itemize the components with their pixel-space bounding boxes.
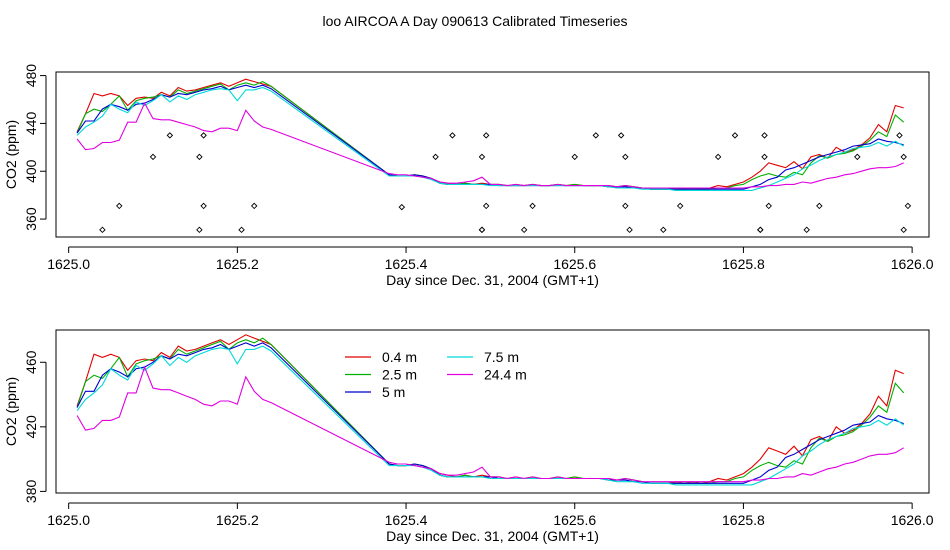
data-point-marker <box>478 226 486 234</box>
data-point-marker <box>478 226 486 234</box>
data-point-marker <box>149 153 157 161</box>
data-point-marker <box>482 202 490 210</box>
data-point-marker <box>896 132 903 139</box>
data-point-marker <box>626 226 633 234</box>
data-point-marker <box>482 132 490 139</box>
top-panel-chart: 1625.0 1625.2 1625.4 1625.6 1625.8 1626.0 Day … <box>3 64 934 288</box>
data-point-marker <box>478 153 486 161</box>
plot-frame <box>55 329 930 494</box>
x-tick-label: 1626.0 <box>891 512 934 528</box>
y-axis-label: CO2 (ppm) <box>3 377 19 446</box>
data-point-marker <box>196 153 203 161</box>
data-point-marker <box>900 153 907 161</box>
data-point-marker <box>904 202 912 210</box>
x-tick-label: 1625.2 <box>216 256 259 272</box>
data-point-marker <box>200 202 207 210</box>
legend: 0.4 m 2.5 m5 m 7.5 m 24.4 m <box>345 349 527 400</box>
data-point-marker <box>520 226 528 234</box>
figure-title: loo AIRCOA A Day 090613 Calibrated Times… <box>322 13 627 29</box>
y-tick-label: 380 <box>23 479 39 503</box>
data-point-marker <box>854 153 861 161</box>
y-tick-label: 360 <box>23 207 39 231</box>
x-tick-label: 1625.2 <box>216 512 259 528</box>
data-point-marker <box>166 132 174 139</box>
data-point-marker <box>250 202 258 210</box>
data-point-marker <box>200 132 207 139</box>
data-point-marker <box>238 226 245 234</box>
data-point-marker <box>622 153 629 161</box>
x-tick-label: 1625.6 <box>553 512 596 528</box>
data-point-marker <box>714 153 722 161</box>
legend-label: 2.5 m <box>382 367 417 383</box>
legend-label: 7.5 m <box>484 349 519 365</box>
x-tick-label: 1625.0 <box>47 512 90 528</box>
y-tick-label: 420 <box>23 415 39 439</box>
x-tick-label: 1625.8 <box>722 256 765 272</box>
data-point-marker <box>761 132 768 139</box>
plot-frame <box>55 71 930 238</box>
data-point-marker <box>398 203 406 211</box>
x-tick-label: 1625.0 <box>47 256 90 272</box>
data-point-marker <box>99 226 106 234</box>
x-tick-label: 1626.0 <box>891 256 934 272</box>
x-axis-label: Day since Dec. 31, 2004 (GMT+1) <box>386 528 599 544</box>
series-line-24-4-m <box>76 365 904 483</box>
data-point-marker <box>432 153 439 161</box>
x-tick-label: 1625.8 <box>722 512 765 528</box>
data-point-marker <box>592 132 600 139</box>
data-point-marker <box>449 132 456 139</box>
data-point-marker <box>676 202 684 210</box>
data-point-marker <box>529 202 536 210</box>
data-point-marker <box>196 226 203 234</box>
y-tick-label: 400 <box>23 159 39 183</box>
y-tick-label: 440 <box>23 112 39 136</box>
series-line-5-m <box>76 84 904 190</box>
data-point-marker <box>622 202 629 210</box>
legend-label: 24.4 m <box>484 367 527 383</box>
data-point-marker <box>571 153 578 161</box>
data-point-marker <box>116 202 123 210</box>
data-point-marker <box>803 226 810 234</box>
data-point-marker <box>765 202 772 210</box>
data-point-marker <box>757 226 764 234</box>
data-point-marker <box>816 202 823 210</box>
y-tick-label: 460 <box>23 350 39 374</box>
data-point-marker <box>731 132 739 139</box>
data-point-marker <box>660 226 667 234</box>
data-point-marker <box>617 132 625 139</box>
data-point-marker <box>757 226 764 234</box>
x-axis-label: Day since Dec. 31, 2004 (GMT+1) <box>386 272 599 288</box>
data-point-marker <box>761 153 768 161</box>
legend-label: 5 m <box>382 384 405 400</box>
x-tick-label: 1625.6 <box>553 256 596 272</box>
data-point-marker <box>900 226 907 234</box>
y-tick-label: 480 <box>23 64 39 88</box>
bottom-panel-chart: 1625.0 1625.2 1625.4 1625.6 1625.8 1626.0 Day … <box>3 329 934 544</box>
x-tick-label: 1625.4 <box>385 256 428 272</box>
series-line-0-4-m <box>76 78 904 190</box>
series-line-24-4-m <box>76 101 904 189</box>
y-axis-label: CO2 (ppm) <box>3 120 19 189</box>
legend-label: 0.4 m <box>382 349 417 365</box>
x-tick-label: 1625.4 <box>385 512 428 528</box>
